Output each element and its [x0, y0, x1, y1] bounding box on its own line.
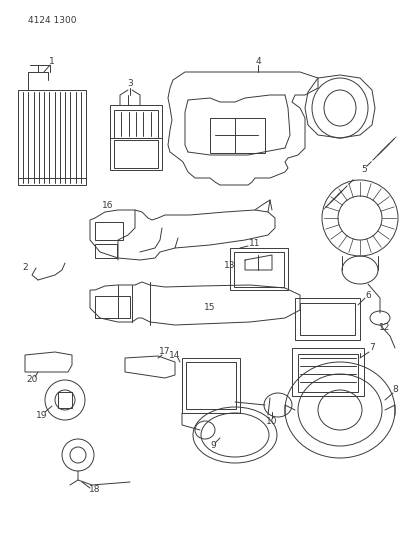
Bar [298, 354, 358, 392]
Bar [95, 244, 117, 258]
Text: 3: 3 [127, 78, 133, 87]
Text: 19: 19 [36, 410, 48, 419]
Text: 14: 14 [169, 351, 181, 359]
Text: 10: 10 [266, 417, 278, 426]
Text: 18: 18 [89, 486, 101, 495]
Text: 15: 15 [204, 303, 216, 312]
Text: 8: 8 [392, 385, 398, 394]
Text: 5: 5 [361, 166, 367, 174]
Bar [295, 298, 360, 340]
Bar [58, 392, 72, 408]
Bar [230, 248, 288, 290]
Bar [114, 140, 158, 168]
Text: 17: 17 [159, 348, 171, 357]
Text: 20: 20 [26, 376, 38, 384]
Text: 9: 9 [210, 440, 216, 449]
Bar [18, 90, 86, 185]
Bar [292, 348, 364, 396]
Text: 16: 16 [102, 201, 114, 211]
Text: 12: 12 [379, 324, 391, 333]
Bar [300, 303, 355, 335]
Text: 11: 11 [249, 238, 261, 247]
Bar [210, 118, 265, 153]
Text: 1: 1 [49, 58, 55, 67]
Bar [114, 110, 158, 138]
Bar [186, 362, 236, 409]
Text: 2: 2 [22, 263, 28, 272]
Bar [234, 252, 284, 287]
Bar [182, 358, 240, 413]
Text: 6: 6 [365, 290, 371, 300]
Bar [95, 296, 130, 318]
Text: 13: 13 [224, 261, 236, 270]
Bar [110, 105, 162, 170]
Text: 4: 4 [255, 58, 261, 67]
Text: 7: 7 [369, 343, 375, 352]
Bar [95, 222, 123, 240]
Text: 4124 1300: 4124 1300 [28, 16, 77, 25]
